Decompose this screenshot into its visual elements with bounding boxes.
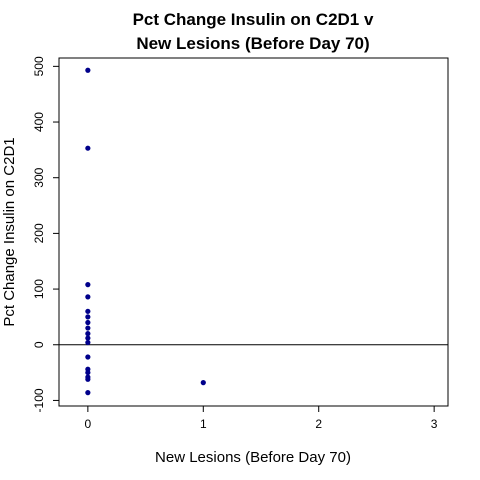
data-point [85, 354, 91, 360]
x-tick-label: 3 [431, 417, 438, 431]
data-point [85, 325, 91, 331]
chart-title-line-2: New Lesions (Before Day 70) [136, 34, 369, 53]
y-tick-label: 100 [32, 279, 46, 299]
data-point [85, 314, 91, 320]
data-point [85, 308, 91, 314]
plot-frame [58, 57, 449, 407]
data-point [85, 369, 91, 376]
x-axis-label: New Lesions (Before Day 70) [155, 449, 351, 466]
data-point [85, 319, 91, 326]
data-point [85, 390, 91, 396]
data-point [85, 294, 91, 300]
data-point [85, 145, 91, 151]
data-point [85, 67, 91, 73]
x-tick-label: 1 [200, 417, 207, 431]
y-tick-label: 200 [32, 223, 46, 243]
data-point [85, 331, 91, 337]
data-point [85, 376, 91, 382]
y-tick-label: 400 [32, 112, 46, 132]
data-point [85, 282, 91, 288]
y-tick-label: -100 [32, 388, 46, 412]
x-tick-label: 0 [85, 417, 92, 431]
x-tick-label: 2 [315, 417, 322, 431]
y-axis-label: Pct Change Insulin on C2D1 [1, 137, 18, 326]
chart-title-line-1: Pct Change Insulin on C2D1 v [133, 10, 374, 29]
data-point [200, 380, 206, 386]
y-tick-label: 300 [32, 167, 46, 187]
data-point [85, 339, 91, 346]
y-tick-label: 0 [32, 341, 46, 348]
data-point [85, 335, 91, 341]
y-tick-label: 500 [32, 56, 46, 76]
